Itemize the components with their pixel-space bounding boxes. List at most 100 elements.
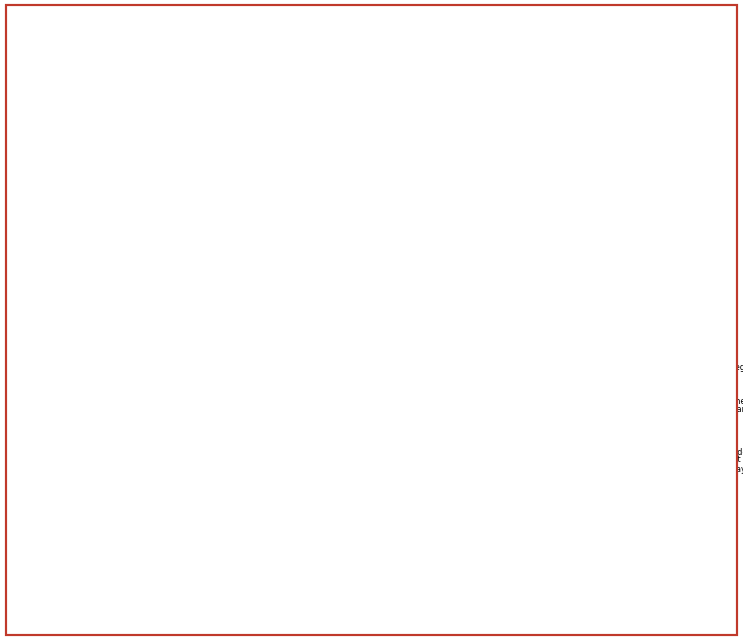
Bar bbox=[6, 219, 737, 240]
Text: Neurologic Disease: Neurologic Disease bbox=[11, 142, 117, 153]
Text: Drug: Drug bbox=[159, 28, 186, 38]
Text: 10. In late disease, the response to treatment may be delayed for several weeks : 10. In late disease, the response to tre… bbox=[11, 481, 383, 490]
Text: Doxycycline⁶: Doxycycline⁶ bbox=[159, 91, 218, 100]
Text: or: or bbox=[141, 255, 150, 264]
Bar bbox=[6, 115, 737, 128]
Text: 50 mg/kg/d PO divided tid: 50 mg/kg/d PO divided tid bbox=[539, 104, 657, 113]
Text: Tick Bite: Tick Bite bbox=[11, 44, 59, 53]
Text: ≥8 yrs: 4 mg/kg PO x 1 dose: ≥8 yrs: 4 mg/kg PO x 1 dose bbox=[539, 61, 668, 70]
Text: Usual Pediatric Dosage³: Usual Pediatric Dosage³ bbox=[539, 28, 671, 38]
Text: 500 mg PO bid x 14 d (14-21): 500 mg PO bid x 14 d (14-21) bbox=[344, 255, 478, 264]
Bar bbox=[6, 240, 737, 253]
Bar bbox=[6, 154, 737, 167]
Text: and/or observation: and/or observation bbox=[159, 66, 244, 75]
Text: Amoxicillin: Amoxicillin bbox=[159, 315, 208, 324]
Text: 50 mg/kg/d PO divided tid: 50 mg/kg/d PO divided tid bbox=[539, 315, 657, 324]
Text: ≥8 yrs: 2 mg/kg PO bid: ≥8 yrs: 2 mg/kg PO bid bbox=[539, 298, 644, 307]
Bar bbox=[6, 279, 737, 292]
Bar bbox=[6, 326, 737, 339]
Bar bbox=[6, 141, 737, 154]
Text: or: or bbox=[141, 242, 150, 251]
Text: Cardiac Disease: Cardiac Disease bbox=[11, 208, 99, 217]
Bar bbox=[6, 25, 737, 42]
Text: 50-75 mg/kg/d IV: 50-75 mg/kg/d IV bbox=[539, 341, 617, 350]
Text: Doxycycline⁶: Doxycycline⁶ bbox=[159, 225, 218, 234]
Text: or: or bbox=[141, 104, 150, 113]
Text: Cefuroxime axetil: Cefuroxime axetil bbox=[159, 255, 239, 264]
Text: Arthritis without: Arthritis without bbox=[10, 293, 84, 303]
Bar bbox=[6, 76, 737, 89]
Bar bbox=[6, 206, 737, 219]
Text: or: or bbox=[141, 169, 150, 178]
Text: Oral treatment with doxycycline, amoxicillin, or cefuroxime axetil may be substi: Oral treatment with doxycycline, amoxici… bbox=[11, 472, 623, 481]
Text: 8.  Available data on European neuroborreliosis indicate that doxycycline 200 mg: 8. Available data on European neuroborre… bbox=[11, 448, 743, 457]
Text: 500 mg PO tid x 14 d: 500 mg PO tid x 14 d bbox=[344, 169, 440, 178]
Text: 9.  Includes hospitalized patients with first-degree AV block with symptoms or w: 9. Includes hospitalized patients with f… bbox=[11, 465, 743, 474]
Text: 500 mg PO bid x 14 d: 500 mg PO bid x 14 d bbox=[344, 117, 442, 126]
Text: Persistent or recurrent¹²: Persistent or recurrent¹² bbox=[10, 341, 119, 350]
Text: Amoxicillin: Amoxicillin bbox=[159, 242, 208, 251]
Text: 2 g q24h IV x 14-28 d: 2 g q24h IV x 14-28 d bbox=[344, 341, 441, 350]
Bar bbox=[6, 102, 737, 115]
Text: or: or bbox=[141, 130, 150, 139]
Text: Facial nerve palsy: Facial nerve palsy bbox=[10, 156, 91, 165]
Text: Other neurologic disease⁸: Other neurologic disease⁸ bbox=[10, 182, 127, 191]
Text: Mild (first-degree: Mild (first-degree bbox=[10, 221, 88, 229]
Text: neurologic disease¹¹: neurologic disease¹¹ bbox=[10, 303, 102, 312]
Text: Cefuroxime axetil: Cefuroxime axetil bbox=[159, 328, 239, 337]
Bar bbox=[6, 5, 737, 25]
Bar bbox=[6, 253, 737, 266]
Text: Ceftriaxone: Ceftriaxone bbox=[159, 195, 212, 204]
Text: 50-75 mg/kg/d IV: 50-75 mg/kg/d IV bbox=[539, 195, 617, 204]
Text: 50 mg/kg/d PO divided tid: 50 mg/kg/d PO divided tid bbox=[539, 242, 657, 251]
Text: 100 mg PO bid x 28 d: 100 mg PO bid x 28 d bbox=[344, 298, 442, 307]
Text: Table 1. Treatment of Lyme Disease¹: Table 1. Treatment of Lyme Disease¹ bbox=[11, 10, 225, 20]
Text: ≥8 yrs: 2 mg/kg PO bid: ≥8 yrs: 2 mg/kg PO bid bbox=[539, 156, 644, 165]
Text: 2.  Based on severity and/or response.: 2. Based on severity and/or response. bbox=[11, 379, 166, 388]
Bar bbox=[6, 339, 737, 352]
Text: Doxycycline⁵⁷: Doxycycline⁵⁷ bbox=[159, 156, 221, 165]
Text: 500 mg PO bid x 28 d: 500 mg PO bid x 28 d bbox=[344, 328, 442, 337]
Text: 30 mg/kg/d PO divided bid: 30 mg/kg/d PO divided bid bbox=[539, 328, 659, 337]
Text: 10 mg/kg/d PO: 10 mg/kg/d PO bbox=[539, 130, 606, 139]
Text: More serious⁹: More serious⁹ bbox=[10, 268, 71, 277]
Text: Doxycycline: Doxycycline bbox=[159, 182, 214, 191]
Bar bbox=[6, 180, 737, 193]
Text: Ceftriaxone: Ceftriaxone bbox=[159, 268, 212, 277]
Text: Doxycycline⁴ʸ: Doxycycline⁴ʸ bbox=[159, 56, 221, 65]
Text: 4.  The strongest indication for prophylaxis with doxycycline is when: a) the at: 4. The strongest indication for prophyla… bbox=[11, 397, 743, 406]
Text: or: or bbox=[141, 195, 150, 204]
Text: Lyme encephalitis or Lyme encephalopathy. In the absence of brain or spinal cord: Lyme encephalitis or Lyme encephalopathy… bbox=[11, 456, 743, 465]
Text: Usual Adult Dosage (Range)²: Usual Adult Dosage (Range)² bbox=[344, 28, 503, 38]
Text: Erythema Migrans: Erythema Migrans bbox=[11, 78, 111, 88]
Text: 100 mg PO bid x 14 d: 100 mg PO bid x 14 d bbox=[344, 156, 442, 165]
Text: Azithromycin⁶: Azithromycin⁶ bbox=[159, 130, 222, 139]
Text: who relapse may need a second course of treatment. Excessively prolonged treatme: who relapse may need a second course of … bbox=[11, 370, 611, 379]
Bar bbox=[6, 128, 737, 141]
Bar bbox=[6, 313, 737, 326]
Text: Amoxicillin: Amoxicillin bbox=[159, 104, 208, 113]
Text: Arthritis¹⁰: Arthritis¹⁰ bbox=[11, 281, 65, 290]
Bar bbox=[6, 193, 737, 206]
Text: 500 mg PO once/d x 7-10 d: 500 mg PO once/d x 7-10 d bbox=[344, 130, 467, 139]
Bar bbox=[6, 55, 737, 76]
Bar bbox=[6, 266, 737, 279]
Text: with Borrelia burgdorferi is >20%.: with Borrelia burgdorferi is >20%. bbox=[11, 412, 158, 421]
Text: or: or bbox=[141, 117, 150, 126]
Text: 30 mg/kg/d PO divided bid: 30 mg/kg/d PO divided bid bbox=[539, 117, 659, 126]
Text: 3.  Should not exceed adult dosage. Duration of therapy is the same as in adult : 3. Should not exceed adult dosage. Durat… bbox=[11, 388, 369, 397]
Text: 100 mg PO bid x 10 d: 100 mg PO bid x 10 d bbox=[344, 91, 442, 100]
Text: ≥8 yrs: 2 mg/kg PO bid: ≥8 yrs: 2 mg/kg PO bid bbox=[539, 225, 644, 234]
Bar bbox=[6, 89, 737, 102]
Text: 50-75 mg/kg/d IV: 50-75 mg/kg/d IV bbox=[539, 268, 617, 277]
Text: 12. Patients with mild persistent or recurrent arthritis may be treated with a s: 12. Patients with mild persistent or rec… bbox=[11, 499, 453, 508]
Text: ≥8 yrs: 2 mg/kg PO bid: ≥8 yrs: 2 mg/kg PO bid bbox=[539, 182, 644, 191]
Text: Ceftriaxone: Ceftriaxone bbox=[159, 341, 212, 350]
Text: 11. Patients with Lyme arthritis and neurological symptoms should be treated wit: 11. Patients with Lyme arthritis and neu… bbox=[11, 490, 481, 499]
Text: ≥8 yrs: 2 mg/kg PO bid: ≥8 yrs: 2 mg/kg PO bid bbox=[539, 91, 644, 100]
Text: 100 mg PO bid x 14 d: 100 mg PO bid x 14 d bbox=[344, 182, 442, 191]
Text: 6.  For patients unable to take beta-lactams or tetracyclines.: 6. For patients unable to take beta-lact… bbox=[11, 430, 256, 439]
Text: 100 mg PO bid x 14 d (14-21): 100 mg PO bid x 14 d (14-21) bbox=[344, 225, 478, 234]
Text: Doxycycline⁶: Doxycycline⁶ bbox=[159, 298, 218, 307]
Bar bbox=[6, 42, 737, 55]
